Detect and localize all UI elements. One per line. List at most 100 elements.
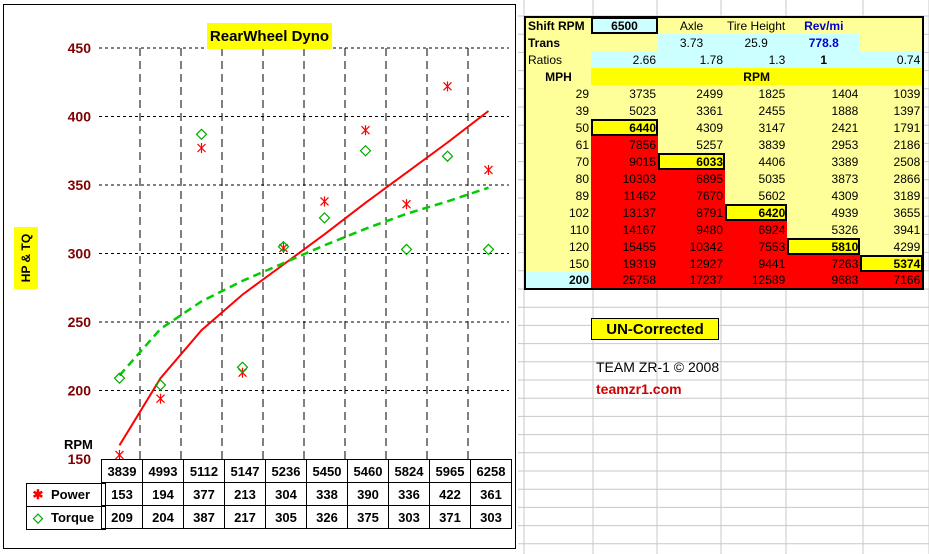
torque-point [236, 361, 249, 374]
mph-value: 50 [575, 120, 589, 135]
power-point [115, 449, 124, 460]
power-value: 304 [265, 482, 307, 506]
torque-point [400, 243, 413, 256]
ratio-4[interactable]: 1 [787, 51, 861, 68]
y-tick-label: 450 [68, 40, 92, 56]
team-website[interactable]: teamzr1.com [596, 381, 682, 397]
rpm-value: 5810 [787, 238, 861, 255]
power-marker-icon: ✱ [32, 487, 44, 502]
rpm-value: 1825 [758, 86, 786, 101]
torque-value: 303 [388, 505, 430, 529]
rpm-value: 4309 [831, 188, 859, 203]
rpm-value: 13137 [591, 204, 658, 221]
rpm-label: RPM [591, 68, 924, 85]
rpm-value: 7166 [860, 272, 924, 289]
rpm-value: 4939 [831, 205, 859, 220]
y-tick-label: 250 [68, 314, 92, 330]
rpm-value: 2186 [893, 137, 921, 152]
mph-value: 200 [525, 272, 591, 289]
torque-value: 303 [470, 505, 512, 529]
torque-value: 326 [306, 505, 348, 529]
uncorrected-label: UN-Corrected [591, 318, 719, 340]
ratio-1[interactable]: 2.66 [591, 51, 658, 68]
shift-rpm-input[interactable]: 6500 [591, 17, 658, 34]
rpm-value: 7553 [725, 238, 788, 255]
torque-marker-icon: ◇ [33, 510, 43, 525]
rpm-value: 5023 [629, 103, 656, 118]
torque-value: 305 [265, 505, 307, 529]
rpm-value: 9441 [725, 255, 788, 272]
y-axis-label: HP & TQ [19, 233, 34, 283]
rpm-value: 4299 [893, 239, 921, 254]
axle-value[interactable]: 3.73 [658, 34, 725, 51]
x-tick-label: 5236 [265, 459, 307, 483]
torque-point [441, 150, 454, 163]
rpm-value: 12589 [725, 272, 788, 289]
tire-height-value[interactable]: 25.9 [725, 34, 788, 51]
x-tick-label: 5460 [347, 459, 389, 483]
rpm-value: 15455 [591, 238, 658, 255]
shift-rpm-label: Shift RPM [528, 19, 585, 33]
rpm-value: 9683 [787, 272, 861, 289]
rpm-value: 17237 [658, 272, 725, 289]
mph-value: 29 [575, 86, 589, 101]
mph-value: 61 [575, 137, 589, 152]
rpm-value: 5035 [758, 171, 786, 186]
shift-rpm-table: Shift RPM 6500 Axle Tire Height Rev/mi T… [524, 16, 925, 290]
power-value: 422 [429, 482, 471, 506]
rpm-value: 2421 [831, 120, 859, 135]
rpm-value: 5602 [758, 188, 786, 203]
rpm-value: 25758 [591, 272, 658, 289]
power-value: 361 [470, 482, 512, 506]
ratio-3[interactable]: 1.3 [725, 51, 788, 68]
ratio-5[interactable]: 0.74 [860, 51, 924, 68]
rpm-value: 4406 [758, 154, 786, 169]
rpm-value: 5257 [696, 137, 723, 152]
torque-value: 371 [429, 505, 471, 529]
rpm-value: 6895 [658, 170, 725, 187]
power-point [443, 81, 452, 92]
rpm-value: 3147 [758, 120, 786, 135]
trans-label: Trans [528, 35, 561, 50]
mph-value: 89 [575, 188, 589, 203]
rpm-value: 2866 [893, 171, 921, 186]
y-tick-label: 300 [68, 246, 92, 262]
x-tick-label: 4993 [142, 459, 184, 483]
y-tick-label: 200 [68, 383, 92, 399]
rpm-value: 1404 [831, 86, 859, 101]
rpm-value: 12927 [658, 255, 725, 272]
rpm-value: 3655 [893, 205, 921, 220]
legend-power-label: Power [51, 487, 91, 502]
torque-point [113, 372, 126, 385]
rpm-value: 10303 [591, 170, 658, 187]
rpm-value: 3361 [696, 103, 723, 118]
rpm-value: 2508 [893, 154, 921, 169]
power-point [402, 199, 411, 210]
torque-point [482, 243, 495, 256]
rev-mi-label: Rev/mi [804, 19, 844, 33]
x-tick-label: 3839 [101, 459, 143, 483]
mph-label: MPH [545, 69, 572, 84]
torque-point [359, 144, 372, 157]
torque-point [154, 379, 167, 391]
rpm-value: 7856 [591, 136, 658, 153]
rpm-value: 6420 [725, 204, 788, 221]
axle-label: Axle [679, 19, 704, 33]
legend-torque: ◇ Torque [26, 506, 106, 530]
torque-point [277, 240, 290, 253]
power-value: 336 [388, 482, 430, 506]
torque-value: 375 [347, 505, 389, 529]
rpm-value: 3873 [831, 171, 859, 186]
x-tick-label: 5450 [306, 459, 348, 483]
tire-height-label: Tire Height [727, 19, 786, 33]
rpm-value: 3389 [831, 154, 859, 169]
ratio-2[interactable]: 1.78 [658, 51, 725, 68]
power-value: 213 [224, 482, 266, 506]
rpm-value: 1791 [893, 120, 921, 135]
rpm-value: 10342 [658, 238, 725, 255]
rpm-value: 9015 [591, 153, 658, 170]
power-trendline [118, 110, 490, 446]
rev-mi-value: 778.8 [787, 34, 861, 51]
ratios-label: Ratios [528, 52, 563, 67]
rpm-value: 19319 [591, 255, 658, 272]
